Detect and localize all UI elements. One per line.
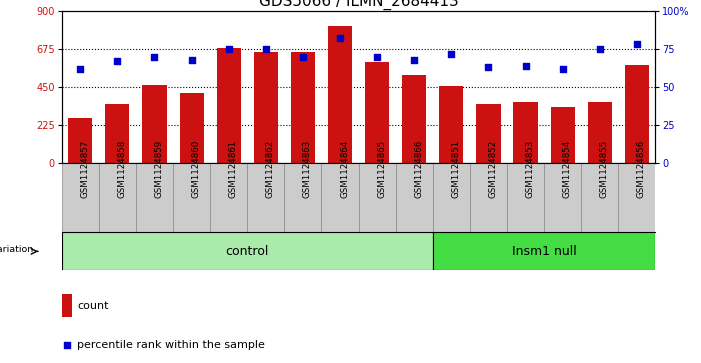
- Bar: [581, 163, 618, 232]
- Point: [446, 51, 457, 57]
- Text: count: count: [77, 301, 109, 310]
- Text: GSM1124857: GSM1124857: [80, 140, 89, 198]
- Text: GSM1124851: GSM1124851: [451, 140, 461, 198]
- Point: [186, 57, 197, 62]
- Bar: [62, 294, 72, 317]
- Point: [409, 57, 420, 62]
- Bar: [247, 163, 285, 232]
- Bar: [328, 26, 352, 163]
- Text: Insm1 null: Insm1 null: [512, 245, 576, 258]
- Text: GSM1124852: GSM1124852: [489, 140, 498, 198]
- Bar: [402, 75, 426, 163]
- Bar: [62, 163, 99, 232]
- Text: GSM1124862: GSM1124862: [266, 140, 275, 198]
- Point: [594, 46, 606, 52]
- Text: GSM1124860: GSM1124860: [191, 140, 200, 198]
- Bar: [322, 163, 359, 232]
- Bar: [618, 163, 655, 232]
- Text: GSM1124864: GSM1124864: [340, 140, 349, 198]
- Point: [223, 46, 234, 52]
- Bar: [210, 163, 247, 232]
- Bar: [470, 163, 507, 232]
- Bar: [365, 62, 389, 163]
- Bar: [433, 232, 655, 270]
- Bar: [477, 104, 501, 163]
- Bar: [440, 86, 463, 163]
- Bar: [68, 118, 93, 163]
- Bar: [179, 93, 203, 163]
- Bar: [254, 52, 278, 163]
- Bar: [507, 163, 544, 232]
- Point: [111, 58, 123, 64]
- Text: GSM1124855: GSM1124855: [600, 140, 608, 198]
- Bar: [217, 48, 240, 163]
- Bar: [62, 232, 433, 270]
- Text: GSM1124853: GSM1124853: [526, 140, 535, 198]
- Bar: [105, 104, 130, 163]
- Text: percentile rank within the sample: percentile rank within the sample: [77, 340, 265, 350]
- Bar: [550, 107, 575, 163]
- Point: [557, 66, 569, 72]
- Text: GSM1124861: GSM1124861: [229, 140, 238, 198]
- Text: GSM1124858: GSM1124858: [117, 140, 126, 198]
- Point: [483, 64, 494, 70]
- Text: genotype/variation: genotype/variation: [0, 245, 34, 254]
- Text: GSM1124859: GSM1124859: [154, 140, 163, 198]
- Bar: [433, 163, 470, 232]
- Bar: [291, 52, 315, 163]
- Point: [372, 54, 383, 60]
- Bar: [625, 65, 649, 163]
- Bar: [544, 163, 581, 232]
- Bar: [99, 163, 136, 232]
- Bar: [173, 163, 210, 232]
- Point: [297, 54, 308, 60]
- Point: [520, 63, 531, 69]
- Text: GSM1124863: GSM1124863: [303, 140, 312, 198]
- Point: [149, 54, 160, 60]
- Title: GDS5066 / ILMN_2684413: GDS5066 / ILMN_2684413: [259, 0, 458, 9]
- Text: GSM1124866: GSM1124866: [414, 140, 423, 198]
- Bar: [514, 102, 538, 163]
- Bar: [587, 102, 612, 163]
- Text: control: control: [226, 245, 269, 258]
- Point: [632, 41, 643, 47]
- Text: GSM1124856: GSM1124856: [637, 140, 646, 198]
- Bar: [142, 85, 167, 163]
- Bar: [136, 163, 173, 232]
- Point: [260, 46, 271, 52]
- Text: GSM1124865: GSM1124865: [377, 140, 386, 198]
- Point: [62, 343, 73, 348]
- Bar: [395, 163, 433, 232]
- Bar: [285, 163, 322, 232]
- Point: [334, 36, 346, 41]
- Point: [74, 66, 86, 72]
- Text: GSM1124854: GSM1124854: [563, 140, 571, 198]
- Bar: [359, 163, 395, 232]
